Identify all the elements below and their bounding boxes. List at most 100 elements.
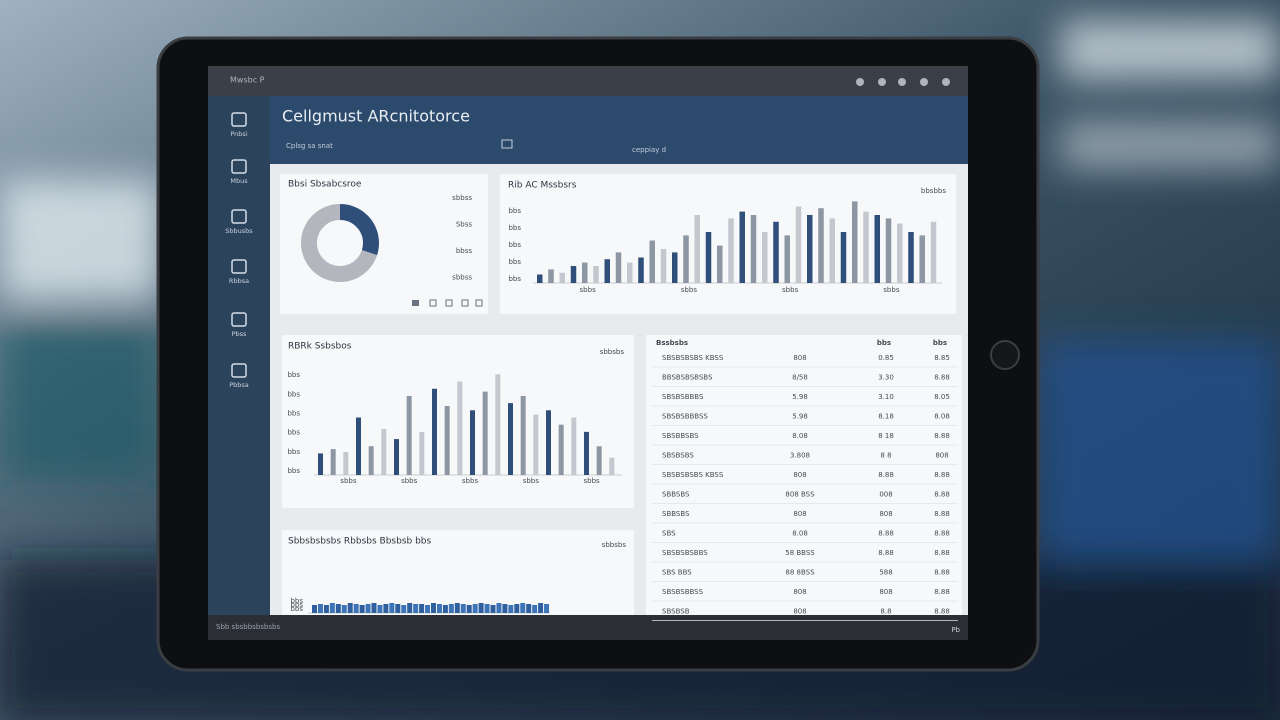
bar <box>472 604 478 613</box>
table-cell: 0.85 <box>878 354 894 362</box>
icon[interactable] <box>920 78 928 86</box>
bar <box>852 201 858 283</box>
x-tick-label: sbbs <box>580 286 597 294</box>
donut-segment <box>301 204 379 282</box>
bar <box>596 446 602 475</box>
bar <box>312 605 317 613</box>
bar <box>874 215 880 283</box>
bar <box>431 603 436 613</box>
y-tick-label: bbs <box>290 601 303 609</box>
table-cell: SBBSBS <box>662 491 690 499</box>
table-cell: 8.8 <box>880 608 891 616</box>
nav-label[interactable]: Sbbusbs <box>225 227 253 235</box>
bar <box>784 235 790 283</box>
table-cell: 3.10 <box>878 393 894 401</box>
bar <box>570 266 577 283</box>
bar <box>544 604 550 613</box>
table-cell: 8.88 <box>934 569 950 577</box>
nav-icon[interactable] <box>231 209 247 224</box>
bar <box>353 604 359 613</box>
nav-label[interactable]: Rbbsa <box>229 277 249 285</box>
bar <box>533 414 539 475</box>
bar <box>593 266 599 283</box>
bar <box>490 605 496 613</box>
bar <box>341 605 347 613</box>
bar <box>609 457 615 475</box>
bar <box>484 604 490 613</box>
bar <box>318 453 323 475</box>
bar <box>323 605 329 613</box>
table-cell: BBSBSBSBSBS <box>662 374 713 382</box>
bar <box>454 603 460 613</box>
table-cell: 8.88 <box>934 471 950 479</box>
table-cell: 8 8 <box>880 452 891 460</box>
table-cell: 8.88 <box>934 374 950 382</box>
table-cell: 8.88 <box>934 588 950 596</box>
bar-card-3 <box>282 530 634 615</box>
nav-icon[interactable] <box>231 363 247 378</box>
bar <box>694 215 700 283</box>
bar <box>425 605 431 613</box>
header-icon <box>501 139 513 149</box>
nav-icon[interactable] <box>231 259 247 274</box>
table-cell: 8.18 <box>878 413 894 421</box>
legend-label: bbss <box>456 247 473 255</box>
bar <box>514 604 520 613</box>
bar <box>537 274 543 283</box>
nav-label[interactable]: Mbus <box>230 177 248 185</box>
bar <box>660 249 667 283</box>
bar <box>908 232 914 283</box>
y-tick-label: bbs <box>287 390 300 398</box>
table-cell: 808 <box>793 510 806 518</box>
bar <box>582 262 588 283</box>
table-header: bbs <box>877 339 891 347</box>
bar <box>377 605 383 613</box>
bar <box>818 208 824 283</box>
icon[interactable] <box>856 78 864 86</box>
table-cell: SBSBSB <box>662 608 690 616</box>
y-tick-label: bbs <box>290 605 303 613</box>
nav-label[interactable]: Pnbsi <box>230 130 247 138</box>
nav-icon[interactable] <box>231 312 247 327</box>
table-cell: 5.98 <box>792 393 808 401</box>
y-tick-label: bbs <box>290 597 303 605</box>
table-cell: 8.88 <box>934 432 950 440</box>
nav-label[interactable]: Pbbsa <box>229 381 249 389</box>
x-tick-label: sbbs <box>462 477 479 485</box>
home-button[interactable] <box>990 340 1020 370</box>
nav-icon[interactable] <box>231 159 247 174</box>
nav-icon[interactable] <box>231 112 247 127</box>
table-cell: SBSBSBSBS KBSS <box>662 471 724 479</box>
tool-icon[interactable] <box>461 299 469 307</box>
card-note: bbsbbs <box>921 187 946 195</box>
bar <box>520 395 526 475</box>
x-tick-label: sbbs <box>883 286 900 294</box>
bar <box>795 206 802 283</box>
bar <box>395 604 401 613</box>
bar <box>470 410 475 475</box>
bar <box>717 245 723 283</box>
bar <box>705 232 712 283</box>
tool-icon[interactable] <box>475 299 483 307</box>
bar <box>615 252 622 283</box>
nav-label[interactable]: Pbss <box>232 330 247 338</box>
table-cell: 588 <box>879 569 892 577</box>
tool-icon[interactable] <box>429 299 437 307</box>
icon[interactable] <box>878 78 886 86</box>
icon[interactable] <box>898 78 906 86</box>
tool-icon[interactable] <box>412 300 419 306</box>
bar <box>762 232 768 283</box>
tool-icon[interactable] <box>445 299 453 307</box>
x-tick-label: sbbs <box>681 286 698 294</box>
icon[interactable] <box>942 78 950 86</box>
table-cell: 8.08 <box>934 413 950 421</box>
table-cell: 8.88 <box>934 549 950 557</box>
bar <box>558 424 564 475</box>
table-cell: 8.08 <box>792 530 808 538</box>
table-cell: 8.08 <box>792 432 808 440</box>
header-title: Cellgmust ARcnitotorce <box>282 107 470 126</box>
y-tick-label: bbs <box>508 241 521 249</box>
y-tick-label: bbs <box>287 429 300 437</box>
sidebar <box>208 96 270 616</box>
table-cell: 008 <box>879 491 892 499</box>
